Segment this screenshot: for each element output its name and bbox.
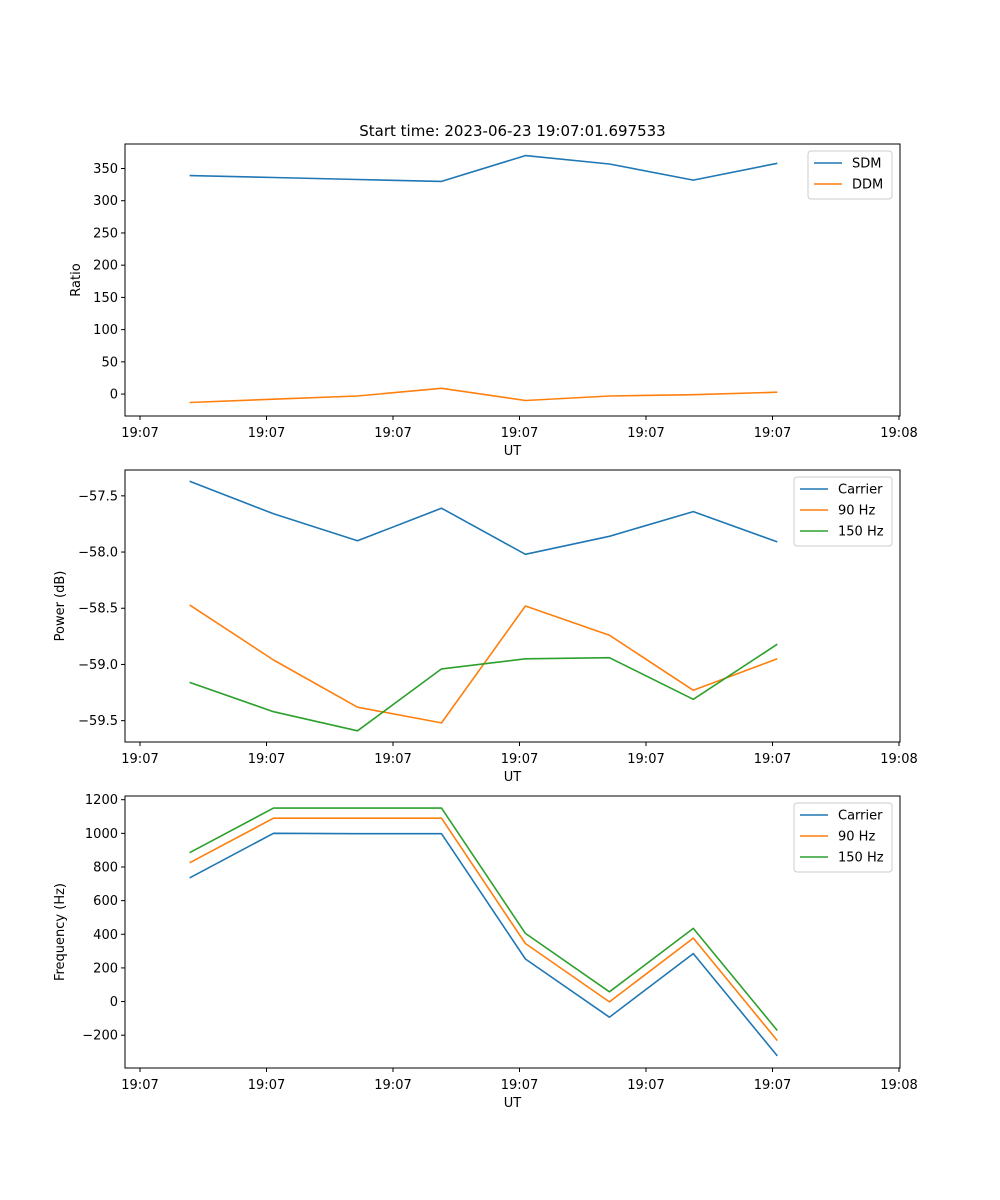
x-tick-label: 19:07 [121,426,158,441]
x-tick-label: 19:08 [880,752,917,767]
y-tick-label: 0 [110,995,118,1010]
legend: Carrier 90 Hz 150 Hz [793,802,893,873]
series-line-ddm [189,387,778,404]
x-tick-label: 19:07 [374,426,411,441]
chart-panel-1: 0 50 100 150 200 250 300 350 19:07 19:07 19:07 19:0… [69,143,918,459]
x-tick-label: 19:07 [248,1078,285,1093]
legend: Carrier 90 Hz 150 Hz [793,476,893,547]
y-tick-label: 1000 [85,827,118,842]
x-tick-label: 19:07 [754,1078,791,1093]
legend-label-carrier: Carrier [838,809,883,824]
chart-panel-2: −59.5 −59.0 −58.5 −58.0 −57.5 19:07 19:07 19:07… [53,469,918,785]
legend-label-sdm: SDM [852,157,881,172]
plot-frame [124,469,901,743]
y-tick-label: 0 [110,388,118,403]
legend-label-150-hz: 150 Hz [838,525,884,540]
legend-label-150-hz: 150 Hz [838,851,884,866]
panels: 0 50 100 150 200 250 300 350 19:07 19:07 19:07 19:0… [53,143,918,1111]
series-line-150-hz [189,643,778,732]
x-tick-label: 19:08 [880,426,917,441]
x-tick-label: 19:07 [501,1078,538,1093]
y-tick-label: −58.0 [78,546,118,561]
x-tick-label: 19:07 [754,752,791,767]
x-tick-label: 19:08 [880,1078,917,1093]
y-tick-label: −57.5 [78,489,118,504]
legend-label-90-hz: 90 Hz [838,504,875,519]
x-tick-label: 19:07 [627,1078,664,1093]
y-axis-label: Power (dB) [53,571,68,642]
x-tick-label: 19:07 [627,752,664,767]
legend: SDM DDM [807,150,893,200]
legend-box [793,476,893,547]
y-tick-label: 50 [101,355,118,370]
y-tick-label: 150 [93,291,118,306]
y-tick-label: 200 [93,961,118,976]
x-tick-label: 19:07 [121,1078,158,1093]
y-tick-label: 600 [93,894,118,909]
y-axis-label: Ratio [69,263,84,296]
series-line-carrier [189,832,778,1057]
chart-title: Start time: 2023-06-23 19:07:01.697533 [359,122,665,140]
y-tick-label: 100 [93,323,118,338]
y-tick-label: 200 [93,259,118,274]
plot-frame [124,795,901,1069]
x-axis-label: UT [504,1096,522,1111]
legend-label-carrier: Carrier [838,483,883,498]
x-tick-label: 19:07 [248,752,285,767]
y-tick-label: 250 [93,226,118,241]
legend-box [793,802,893,873]
series-line-150-hz [189,807,778,1032]
legend-label-90-hz: 90 Hz [838,830,875,845]
legend-label-ddm: DDM [852,178,883,193]
plot-frame [124,143,901,417]
x-tick-label: 19:07 [754,426,791,441]
y-tick-label: −59.0 [78,658,118,673]
y-tick-label: −58.5 [78,602,118,617]
y-tick-label: −200 [82,1029,118,1044]
y-tick-label: 350 [93,162,118,177]
series-line-carrier [189,480,778,556]
series-line-90-hz [189,817,778,1042]
y-tick-label: 300 [93,194,118,209]
chart-panel-3: −200 0 200 400 600 800 1000 1200 19:07 19:07 19:07… [53,793,918,1111]
y-tick-label: −59.5 [78,714,118,729]
x-tick-label: 19:07 [248,426,285,441]
series-line-sdm [189,154,778,183]
x-tick-label: 19:07 [121,752,158,767]
y-tick-label: 1200 [85,793,118,808]
x-tick-label: 19:07 [501,752,538,767]
y-tick-label: 400 [93,928,118,943]
x-tick-label: 19:07 [501,426,538,441]
x-axis-label: UT [504,444,522,459]
y-tick-label: 800 [93,860,118,875]
x-axis-label: UT [504,770,522,785]
x-tick-label: 19:07 [374,752,411,767]
x-tick-label: 19:07 [374,1078,411,1093]
y-axis-label: Frequency (Hz) [53,883,68,981]
x-tick-label: 19:07 [627,426,664,441]
